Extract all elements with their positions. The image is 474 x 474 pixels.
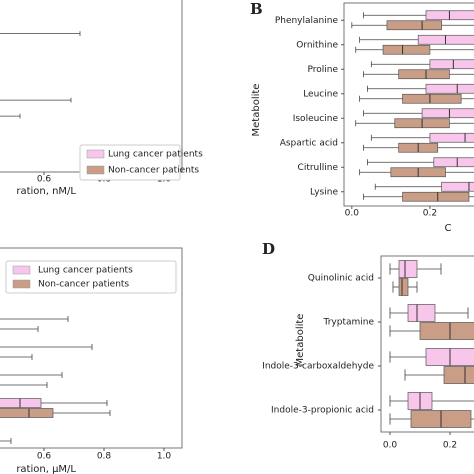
- legend-label: Lung cancer patients: [108, 150, 203, 160]
- x-tick-label: 0.2: [443, 441, 457, 451]
- box: [417, 34, 474, 45]
- y-tick-label: Ornithine: [296, 40, 338, 50]
- box: [433, 157, 474, 168]
- legend-label: Lung cancer patients: [38, 266, 133, 276]
- box: [429, 132, 474, 143]
- box: [429, 59, 474, 70]
- box: [382, 44, 431, 55]
- plot-area: [351, 10, 474, 202]
- plot-area: [389, 260, 474, 428]
- plot-area: [0, 316, 111, 444]
- y-tick-label: Proline: [307, 65, 338, 75]
- x-tick-label: 0.2: [423, 209, 437, 219]
- panel-letter: D: [262, 240, 275, 258]
- box: [402, 93, 462, 104]
- box: [419, 322, 474, 340]
- legend-swatch: [12, 265, 31, 275]
- plot-frame: [343, 2, 474, 207]
- box: [398, 278, 409, 296]
- x-axis-label: C: [445, 223, 452, 234]
- box: [398, 260, 418, 278]
- legend-label: Non-cancer patients: [108, 166, 199, 176]
- x-tick-label: 0.6: [37, 175, 52, 185]
- y-tick-label: Quinolinic acid: [308, 274, 374, 284]
- y-tick-label: Citrulline: [298, 163, 339, 173]
- box: [421, 108, 474, 119]
- plot-area: [0, 31, 81, 119]
- y-tick-label: Indole-3-carboxaldehyde: [262, 362, 374, 372]
- x-tick-label: 0.0: [383, 441, 398, 451]
- y-axis-label: Metabolite: [295, 314, 306, 367]
- legend-swatch: [12, 279, 31, 289]
- y-tick-label: Tryptamine: [323, 318, 375, 328]
- box: [398, 69, 450, 80]
- x-tick-label: 0.6: [37, 452, 52, 462]
- plot-frame: [380, 255, 474, 433]
- y-tick-label: Aspartic acid: [280, 138, 338, 148]
- x-tick-label: 0.0: [345, 209, 360, 219]
- legend-label: Non-cancer patients: [38, 280, 129, 290]
- panel-letter: B: [250, 0, 263, 18]
- x-axis-label: ration, μM/L: [16, 464, 76, 474]
- panel: 0.0 0.2 D Metabolite Quinolinic acid Tryptami…: [262, 240, 474, 451]
- plot-frame: [0, 247, 183, 449]
- y-tick-label: Indole-3-propionic acid: [271, 406, 374, 416]
- box: [425, 83, 474, 94]
- legend-swatch: [86, 165, 105, 175]
- legend-box: [79, 144, 181, 181]
- x-axis-label: ration, nM/L: [16, 186, 76, 197]
- y-tick-label: Leucine: [303, 89, 338, 99]
- box: [386, 20, 442, 31]
- box: [425, 10, 474, 21]
- y-tick-label: Lysine: [310, 187, 338, 197]
- box: [0, 408, 54, 418]
- x-tick-label: 0.8: [97, 452, 112, 462]
- y-axis-label: Metabolite: [251, 84, 262, 137]
- panel: 0.0 0.2 C B Metabolite Phenylalanine Ornithine…: [250, 0, 474, 234]
- box: [402, 191, 470, 202]
- y-tick-label: Phenylalanine: [275, 16, 339, 26]
- y-tick-label: Isoleucine: [293, 114, 339, 124]
- legend-swatch: [86, 149, 105, 159]
- box: [407, 304, 436, 322]
- panel: 0.6 0.8 1.0 ration, μM/L Lung cancer patient…: [0, 247, 183, 474]
- box: [443, 366, 474, 384]
- x-tick-label: 1.0: [157, 452, 172, 462]
- legend-box: [5, 260, 177, 294]
